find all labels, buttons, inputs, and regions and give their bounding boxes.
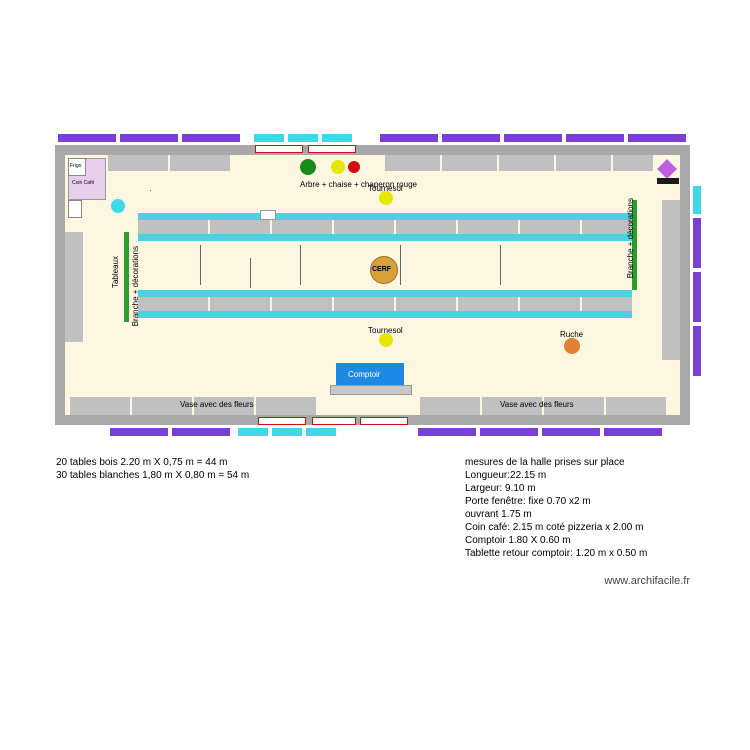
notes-left: 20 tables bois 2.20 m X 0,75 m = 44 m 30… [56,456,249,482]
notes-right: mesures de la halle prises sur place Lon… [465,456,647,560]
credit-link[interactable]: www.archifacile.fr [604,575,690,587]
